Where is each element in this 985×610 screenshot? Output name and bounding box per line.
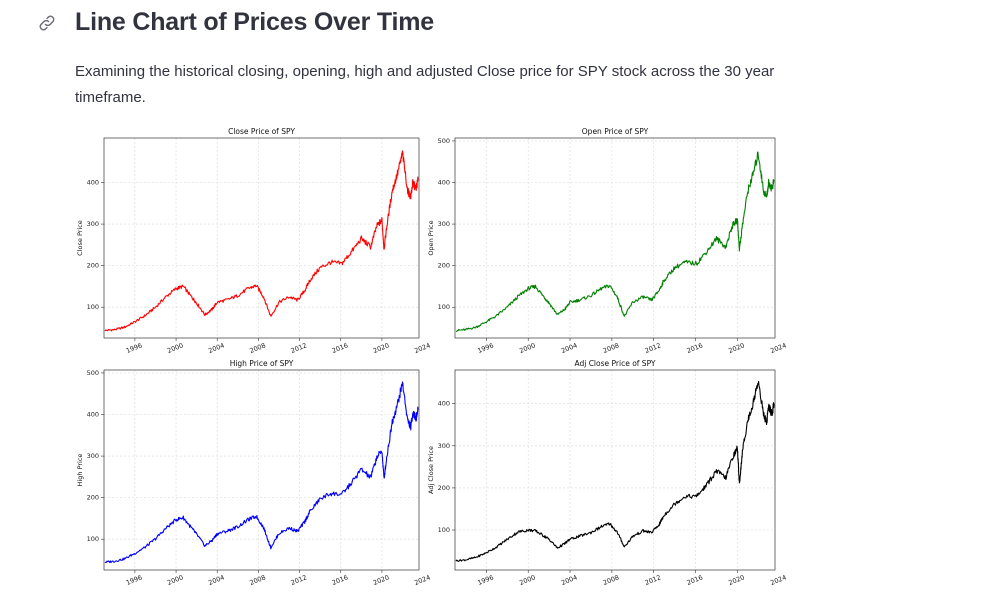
chart-1: 1996 2000 2004 2008 2012 2016 2020 2024 100 200 30… bbox=[76, 127, 432, 355]
page-description: Examining the historical closing, openin… bbox=[75, 63, 775, 106]
y-axis-label: High Price bbox=[76, 454, 84, 487]
y-tick-label: 400 bbox=[438, 178, 450, 186]
x-tick-label: 2008 bbox=[602, 573, 620, 587]
page-header: Line Chart of Prices Over Time bbox=[36, 8, 434, 37]
x-tick-label: 2008 bbox=[248, 341, 266, 355]
y-tick-label: 200 bbox=[438, 484, 450, 492]
x-tick-label: 2020 bbox=[727, 341, 745, 355]
y-tick-label: 100 bbox=[438, 526, 450, 534]
x-tick-label: 2004 bbox=[207, 341, 225, 355]
x-tick-label: 2024 bbox=[413, 341, 431, 355]
y-axis-label: Close Price bbox=[76, 220, 84, 256]
chart-title: Open Price of SPY bbox=[582, 127, 649, 136]
x-tick-label: 2000 bbox=[166, 573, 184, 587]
x-tick-label: 2000 bbox=[166, 341, 184, 355]
x-tick-label: 2008 bbox=[602, 341, 620, 355]
y-tick-label: 200 bbox=[87, 262, 99, 270]
y-tick-label: 300 bbox=[87, 452, 99, 460]
plot-frame bbox=[454, 137, 776, 339]
y-tick-label: 300 bbox=[438, 220, 450, 228]
y-tick-label: 400 bbox=[87, 178, 99, 186]
y-tick-label: 100 bbox=[87, 303, 99, 311]
x-tick-label: 2008 bbox=[248, 573, 266, 587]
x-tick-label: 2004 bbox=[207, 573, 225, 587]
series-line bbox=[104, 381, 419, 564]
x-tick-label: 2016 bbox=[686, 573, 704, 587]
chart-3: 1996 2000 2004 2008 2012 2016 2020 2024 100 200 30… bbox=[76, 359, 432, 587]
page-title: Line Chart of Prices Over Time bbox=[75, 8, 434, 36]
x-tick-label: 2012 bbox=[644, 341, 662, 355]
x-tick-label: 2012 bbox=[290, 573, 308, 587]
chart-title: High Price of SPY bbox=[230, 359, 294, 368]
y-tick-label: 200 bbox=[438, 262, 450, 270]
x-tick-label: 1996 bbox=[125, 573, 143, 587]
x-tick-label: 2016 bbox=[686, 341, 704, 355]
y-axis-label: Open Price bbox=[427, 220, 435, 255]
y-tick-label: 100 bbox=[87, 535, 99, 543]
x-tick-label: 2020 bbox=[372, 341, 390, 355]
link-icon[interactable] bbox=[36, 12, 58, 34]
y-tick-label: 200 bbox=[87, 494, 99, 502]
x-tick-label: 2024 bbox=[769, 341, 787, 355]
y-tick-label: 500 bbox=[438, 137, 450, 145]
x-tick-label: 1996 bbox=[476, 341, 494, 355]
chart-2: 1996 2000 2004 2008 2012 2016 2020 2024 100 200 30… bbox=[427, 127, 788, 355]
x-tick-label: 2024 bbox=[769, 573, 787, 587]
series-line bbox=[455, 151, 775, 333]
plot-frame bbox=[454, 369, 776, 571]
x-tick-label: 2012 bbox=[290, 341, 308, 355]
chart-4: 1996 2000 2004 2008 2012 2016 2020 2024 100 200 30… bbox=[427, 359, 788, 587]
x-tick-label: 2004 bbox=[560, 573, 578, 587]
x-tick-label: 2024 bbox=[413, 573, 431, 587]
plot-frame bbox=[103, 369, 420, 571]
chart-title: Adj Close Price of SPY bbox=[574, 359, 655, 368]
x-tick-label: 2000 bbox=[518, 573, 536, 587]
x-tick-label: 2020 bbox=[727, 573, 745, 587]
x-tick-label: 2016 bbox=[331, 341, 349, 355]
series-line bbox=[455, 380, 775, 562]
x-tick-label: 2020 bbox=[372, 573, 390, 587]
x-tick-label: 2000 bbox=[518, 341, 536, 355]
y-tick-label: 300 bbox=[87, 220, 99, 228]
chart-title: Close Price of SPY bbox=[228, 127, 295, 136]
series-line bbox=[104, 150, 419, 332]
y-tick-label: 100 bbox=[438, 303, 450, 311]
plot-frame bbox=[103, 137, 420, 339]
x-tick-label: 1996 bbox=[125, 341, 143, 355]
x-tick-label: 2016 bbox=[331, 573, 349, 587]
y-tick-label: 400 bbox=[87, 410, 99, 418]
y-tick-label: 400 bbox=[438, 400, 450, 408]
x-tick-label: 1996 bbox=[476, 573, 494, 587]
x-tick-label: 2004 bbox=[560, 341, 578, 355]
y-tick-label: 500 bbox=[87, 369, 99, 377]
x-tick-label: 2012 bbox=[644, 573, 662, 587]
y-axis-label: Adj Close Price bbox=[427, 446, 435, 494]
y-tick-label: 300 bbox=[438, 442, 450, 450]
